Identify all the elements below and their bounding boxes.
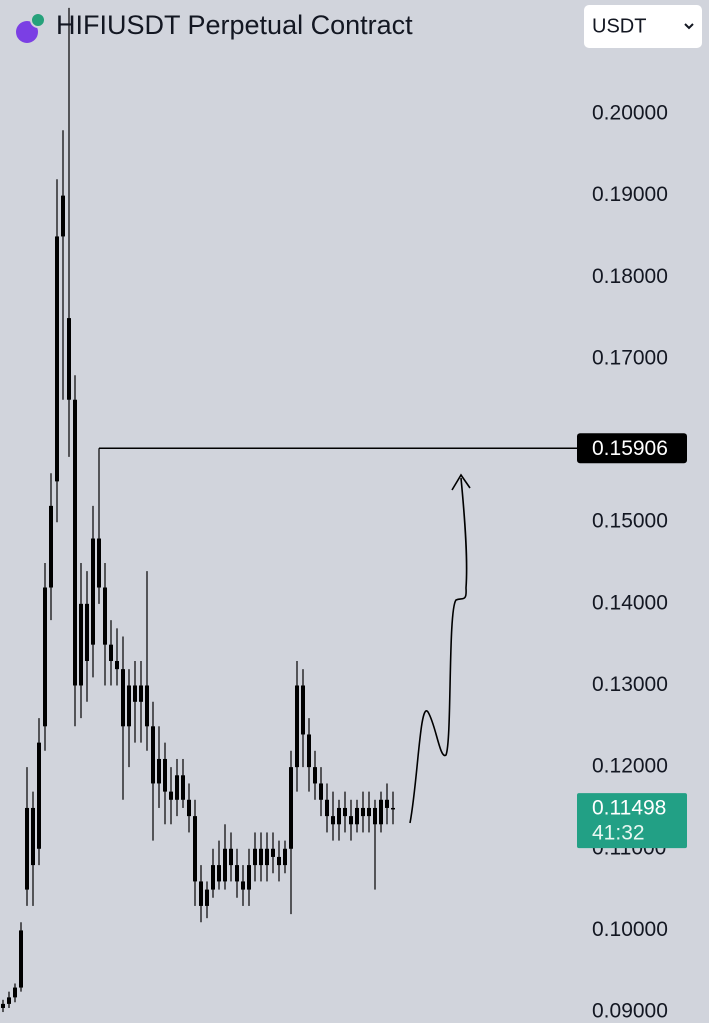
candle-body [361,807,365,817]
candle-body [109,644,113,661]
candle-body [79,603,83,686]
candle-body [271,848,275,857]
last-price-label: 0.11498 [592,797,666,820]
currency-select[interactable] [584,5,702,48]
last-price-box [577,793,687,849]
y-tick-label: 0.09000 [592,1000,668,1023]
candle-body [331,816,335,825]
candle-body [73,399,77,686]
logo-badge [30,12,46,28]
candle-body [199,881,203,906]
dropdown-caret[interactable] [684,23,694,30]
candle-body [325,799,329,817]
candle-body [349,816,353,825]
candle-body [163,758,167,792]
candle-body [211,865,215,890]
y-tick-label: 0.10000 [592,918,668,941]
candle-body [55,236,59,482]
candle-body [301,685,305,735]
candle-body [307,734,311,768]
y-tick-label: 0.17000 [592,346,668,369]
candle-body [295,685,299,768]
countdown: 41:32 [592,822,645,845]
candle-body [193,816,197,882]
candle-body [139,685,143,702]
candle-body [319,783,323,800]
candle-body [13,987,17,998]
candle-body [127,685,131,727]
title: HIFIUSDT Perpetual Contract [56,10,413,40]
candle-body [121,669,125,727]
candle-body [151,726,155,784]
candle-body [277,856,281,866]
candle-body [157,758,161,784]
arrow-head [451,473,471,491]
candle-body [37,742,41,849]
candle-body [175,775,179,800]
candle-body [187,799,191,817]
candle-body [115,660,119,670]
candle-body [97,538,101,588]
candle-body [85,603,89,661]
candle-body [67,318,71,400]
candle-body [229,848,233,866]
candle-body [343,807,347,817]
drawn-arrow [409,477,468,824]
candle-body [61,195,65,237]
y-tick-label: 0.20000 [592,102,668,125]
price-line-box [577,433,687,464]
price-line-label: 0.15906 [592,437,668,460]
candle-body [313,767,317,784]
logo [16,21,38,43]
candle-body [247,865,251,890]
candle-body [91,538,95,645]
y-tick-label: 0.13000 [592,673,668,696]
candle-body [145,685,149,727]
candle-body [373,807,377,825]
currency-label[interactable]: USDT [592,15,646,37]
candle-body [241,881,245,890]
candle-body [205,889,209,906]
candle-body [337,807,341,825]
candle-body [391,807,395,810]
candle-body [253,848,257,866]
candle-body [265,848,269,866]
candle-body [283,848,287,866]
candle-body [181,775,185,800]
candle-body [49,505,53,588]
candle-body [223,848,227,882]
candle-body [367,807,371,817]
candle-body [379,799,383,825]
candle-body [7,997,11,1004]
candle-body [133,685,137,702]
y-tick-label: 0.12000 [592,755,668,778]
plot [1,7,395,1013]
candle-body [31,807,35,866]
candle-body [19,930,23,988]
y-tick-label: 0.19000 [592,183,668,206]
y-tick-label: 0.14000 [592,591,668,614]
candle-body [235,865,239,882]
candle-body [259,848,263,866]
candle-body [1,1003,5,1008]
candle-body [169,791,173,800]
candle-body [217,865,221,882]
y-tick-label: 0.18000 [592,265,668,288]
candle-body [43,587,47,727]
candle-body [355,807,359,825]
candle-body [385,799,389,808]
y-tick-label: 0.15000 [592,510,668,533]
candle-body [289,767,293,849]
candle-body [25,807,29,890]
candle-body [103,587,107,645]
